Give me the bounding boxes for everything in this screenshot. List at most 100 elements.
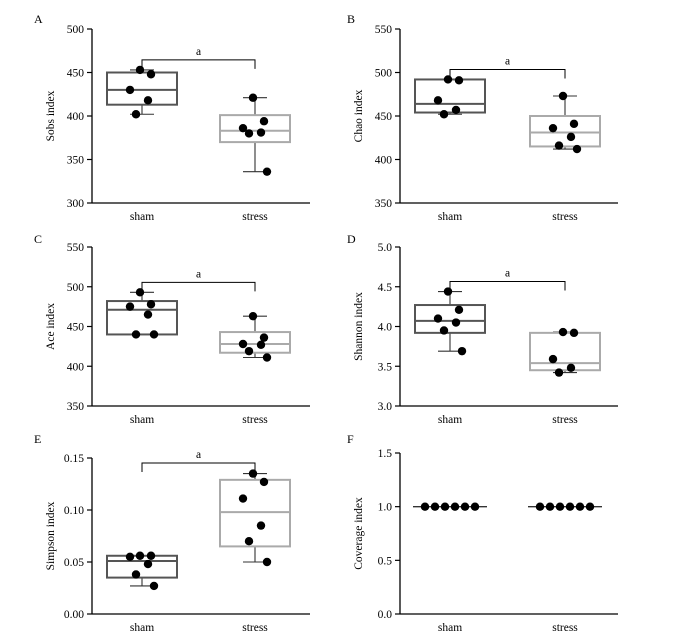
data-point (454, 76, 464, 85)
data-point (131, 570, 141, 579)
data-point (433, 314, 443, 323)
y-axis-label: Simpson index (45, 501, 57, 570)
y-tick-label: 1.0 (378, 502, 393, 514)
panel-f: F 0.0 0.5 1.0 1.5 Coverage index sham stress (347, 432, 618, 634)
y-tick-label: 400 (67, 111, 85, 123)
data-point (135, 65, 145, 75)
data-point (554, 368, 564, 377)
y-tick-label: 350 (67, 401, 85, 413)
data-point (248, 469, 258, 478)
data-point (131, 330, 141, 339)
box (219, 114, 291, 144)
x-category-label: sham (130, 622, 154, 634)
box (414, 304, 486, 334)
y-tick-label: 0.00 (64, 609, 84, 621)
box-group-sham (414, 75, 486, 119)
data-point (259, 477, 269, 487)
x-category-label: stress (552, 211, 578, 223)
y-tick-label: 1.5 (378, 448, 393, 460)
y-tick-label: 550 (375, 24, 393, 36)
y-axis-label: Ace index (45, 303, 57, 350)
significance-label: a (196, 449, 201, 461)
panel-e: E 0.00 0.05 0.10 0.15 Simpson index sham stress… (34, 432, 310, 634)
data-point (248, 93, 258, 102)
y-axis-label: Coverage index (353, 497, 365, 570)
data-point (244, 346, 254, 356)
box (219, 331, 291, 354)
x-category-label: stress (242, 211, 268, 223)
panel-letter: A (34, 12, 43, 26)
box-group-stress (529, 91, 601, 154)
x-category-label: sham (130, 211, 154, 223)
data-point (248, 311, 258, 321)
significance-label: a (505, 268, 510, 280)
data-point (146, 70, 156, 79)
significance-bracket (449, 281, 566, 291)
box-group-stress (219, 469, 291, 567)
data-point (569, 119, 579, 129)
data-point (566, 132, 576, 142)
y-tick-label: 450 (375, 111, 393, 123)
data-point (443, 287, 453, 296)
panel-letter: B (347, 12, 355, 26)
x-category-label: stress (552, 622, 578, 634)
y-tick-label: 400 (375, 155, 393, 167)
data-point (460, 502, 470, 511)
box-group-sham (414, 287, 486, 356)
data-point (451, 105, 461, 115)
data-point (262, 167, 272, 176)
y-tick-label: 0.05 (64, 557, 84, 569)
significance-bracket (141, 462, 256, 472)
x-category-label: sham (438, 622, 462, 634)
box (106, 300, 178, 336)
y-tick-label: 4.5 (378, 282, 393, 294)
data-point (443, 75, 453, 84)
y-tick-label: 450 (67, 68, 85, 80)
data-point (135, 288, 145, 297)
data-point (545, 502, 555, 511)
panel-c: C 350 400 450 500 550 Ace index sham stress a (34, 232, 310, 426)
significance-label: a (196, 46, 201, 58)
data-point (149, 581, 159, 591)
data-point (565, 502, 575, 511)
y-tick-label: 5.0 (378, 242, 393, 254)
data-point (558, 327, 568, 337)
y-tick-label: 350 (375, 198, 393, 210)
y-axis-label: Chao index (353, 89, 365, 142)
data-point (143, 310, 153, 319)
box-group-sham (106, 288, 178, 339)
panel-letter: F (347, 432, 354, 446)
data-point (575, 502, 585, 511)
x-category-label: stress (242, 622, 268, 634)
box-group-stress (528, 502, 602, 511)
y-axis-label: Shannon index (353, 292, 365, 361)
box (414, 78, 486, 114)
data-point (450, 502, 460, 511)
data-point (470, 502, 480, 511)
data-point (585, 502, 595, 511)
data-point (566, 363, 576, 373)
data-point (238, 494, 248, 503)
box-group-stress (219, 93, 291, 176)
box (529, 115, 601, 148)
y-tick-label: 0.10 (64, 505, 84, 517)
data-point (430, 502, 440, 511)
data-point (146, 551, 156, 560)
data-point (262, 353, 272, 362)
y-axis-label: Sobs index (45, 90, 57, 141)
data-point (440, 502, 450, 511)
data-point (143, 96, 153, 105)
panel-b: B 350 400 450 500 550 Chao index sham stress a (347, 12, 618, 223)
y-tick-label: 500 (67, 282, 85, 294)
box-group-sham (106, 65, 178, 119)
data-point (143, 559, 153, 569)
data-point (433, 96, 443, 105)
x-category-label: sham (438, 211, 462, 223)
panel-letter: E (34, 432, 41, 446)
box (219, 478, 291, 548)
data-point (555, 502, 565, 511)
data-point (125, 85, 135, 95)
y-tick-label: 550 (67, 242, 85, 254)
panel-d: D 3.0 3.5 4.0 4.5 5.0 Shannon index sham stress a (347, 232, 618, 426)
